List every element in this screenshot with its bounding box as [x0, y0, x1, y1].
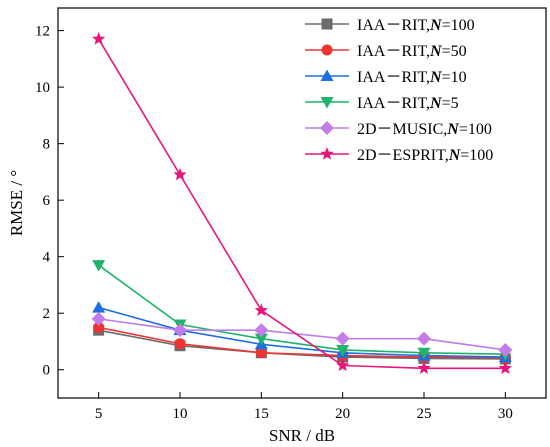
x-tick-label: 5 — [95, 406, 103, 422]
series-path — [98, 318, 506, 351]
y-tick-label: 12 — [35, 24, 50, 40]
data-point — [254, 303, 268, 317]
data-point — [174, 338, 186, 350]
data-point — [173, 167, 187, 181]
x-axis-title: SNR / dB — [269, 426, 335, 445]
y-tick-label: 10 — [35, 80, 50, 96]
data-point — [336, 344, 350, 357]
data-point — [255, 347, 267, 359]
legend-label: IAA－RIT,N=5 — [357, 95, 459, 112]
legend-label: 2D－ESPRIT,N=100 — [357, 147, 493, 164]
data-point — [320, 97, 334, 109]
data-point — [321, 44, 333, 56]
axes-layer: 5 10 15 20 25 30 0 2 4 6 8 10 12 — [35, 7, 547, 422]
data-point — [321, 18, 333, 30]
series-line — [92, 260, 512, 361]
legend: IAA－RIT,N=100 IAA－RIT,N=50 IAA－RIT,N=10 IAA… — [305, 17, 493, 164]
data-point — [417, 331, 431, 346]
x-tick-label: 30 — [498, 406, 513, 422]
data-point — [92, 260, 106, 272]
legend-item: 2D－ESPRIT,N=100 — [305, 147, 493, 164]
legend-item: IAA－RIT,N=50 — [305, 43, 467, 60]
data-point — [417, 347, 431, 360]
legend-label: IAA－RIT,N=100 — [357, 17, 475, 34]
y-axis-title: RMSE / ° — [7, 170, 26, 236]
legend-item: IAA－RIT,N=5 — [305, 95, 459, 112]
data-point — [254, 323, 269, 338]
series-layer — [91, 32, 513, 374]
legend-item: IAA－RIT,N=10 — [305, 69, 467, 86]
series-path — [98, 306, 506, 358]
data-point — [498, 342, 513, 357]
y-tick-label: 6 — [43, 193, 51, 209]
data-point — [498, 361, 512, 374]
x-tick-label: 15 — [254, 406, 269, 422]
legend-item: 2D－MUSIC,N=100 — [305, 121, 492, 138]
data-point — [173, 323, 187, 338]
series-line — [91, 311, 513, 357]
data-point — [254, 333, 268, 346]
y-tick-label: 4 — [43, 250, 51, 266]
x-tick-label: 25 — [417, 406, 432, 422]
series-path — [97, 38, 506, 370]
data-point — [92, 301, 106, 313]
series-line — [92, 32, 512, 374]
data-point — [92, 32, 106, 45]
series-path — [98, 326, 506, 359]
data-point — [320, 69, 334, 81]
series-path — [98, 264, 506, 355]
legend-item: IAA－RIT,N=100 — [305, 17, 475, 34]
y-tick-label: 0 — [43, 363, 51, 379]
data-point — [335, 331, 350, 346]
data-point — [336, 358, 350, 372]
data-point — [91, 311, 106, 326]
data-point — [320, 147, 334, 160]
data-point — [320, 121, 334, 135]
y-tick-label: 2 — [43, 306, 51, 322]
data-point — [417, 361, 431, 374]
x-tick-label: 20 — [335, 406, 350, 422]
legend-label: IAA－RIT,N=10 — [357, 69, 467, 86]
y-tick-label: 8 — [43, 137, 51, 153]
plot-frame — [57, 7, 547, 399]
legend-label: IAA－RIT,N=50 — [357, 43, 467, 60]
legend-label: 2D－MUSIC,N=100 — [357, 121, 492, 138]
x-tick-label: 10 — [173, 406, 188, 422]
data-point — [93, 321, 105, 333]
